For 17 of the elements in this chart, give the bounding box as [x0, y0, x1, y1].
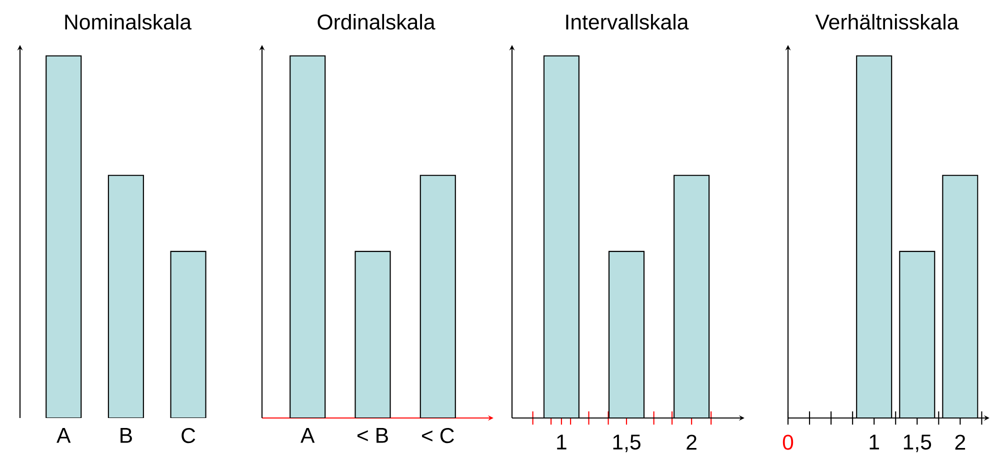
- x-tick-label: 2: [955, 434, 966, 450]
- x-tick-label: < C: [422, 428, 454, 444]
- x-tick-label: 2: [686, 434, 696, 450]
- chart-title: Verhältnisskala: [815, 14, 959, 30]
- x-tick-label: 1,5: [904, 434, 932, 452]
- chart-title: Ordinalskala: [318, 14, 436, 30]
- x-tick-label: A: [300, 428, 315, 443]
- x-tick-label: < B: [357, 428, 388, 443]
- x-tick-label: A: [56, 428, 71, 443]
- x-tick-label: C: [182, 428, 196, 444]
- x-tick-label: 1,5: [613, 434, 640, 452]
- x-tick-label: 1: [870, 434, 879, 450]
- chart-title: Nominalskala: [65, 14, 192, 30]
- chart-title: Intervallskala: [566, 14, 689, 30]
- x-tick-label: 0: [782, 434, 794, 450]
- x-tick-label: B: [120, 428, 132, 443]
- x-tick-label: 1: [557, 434, 566, 450]
